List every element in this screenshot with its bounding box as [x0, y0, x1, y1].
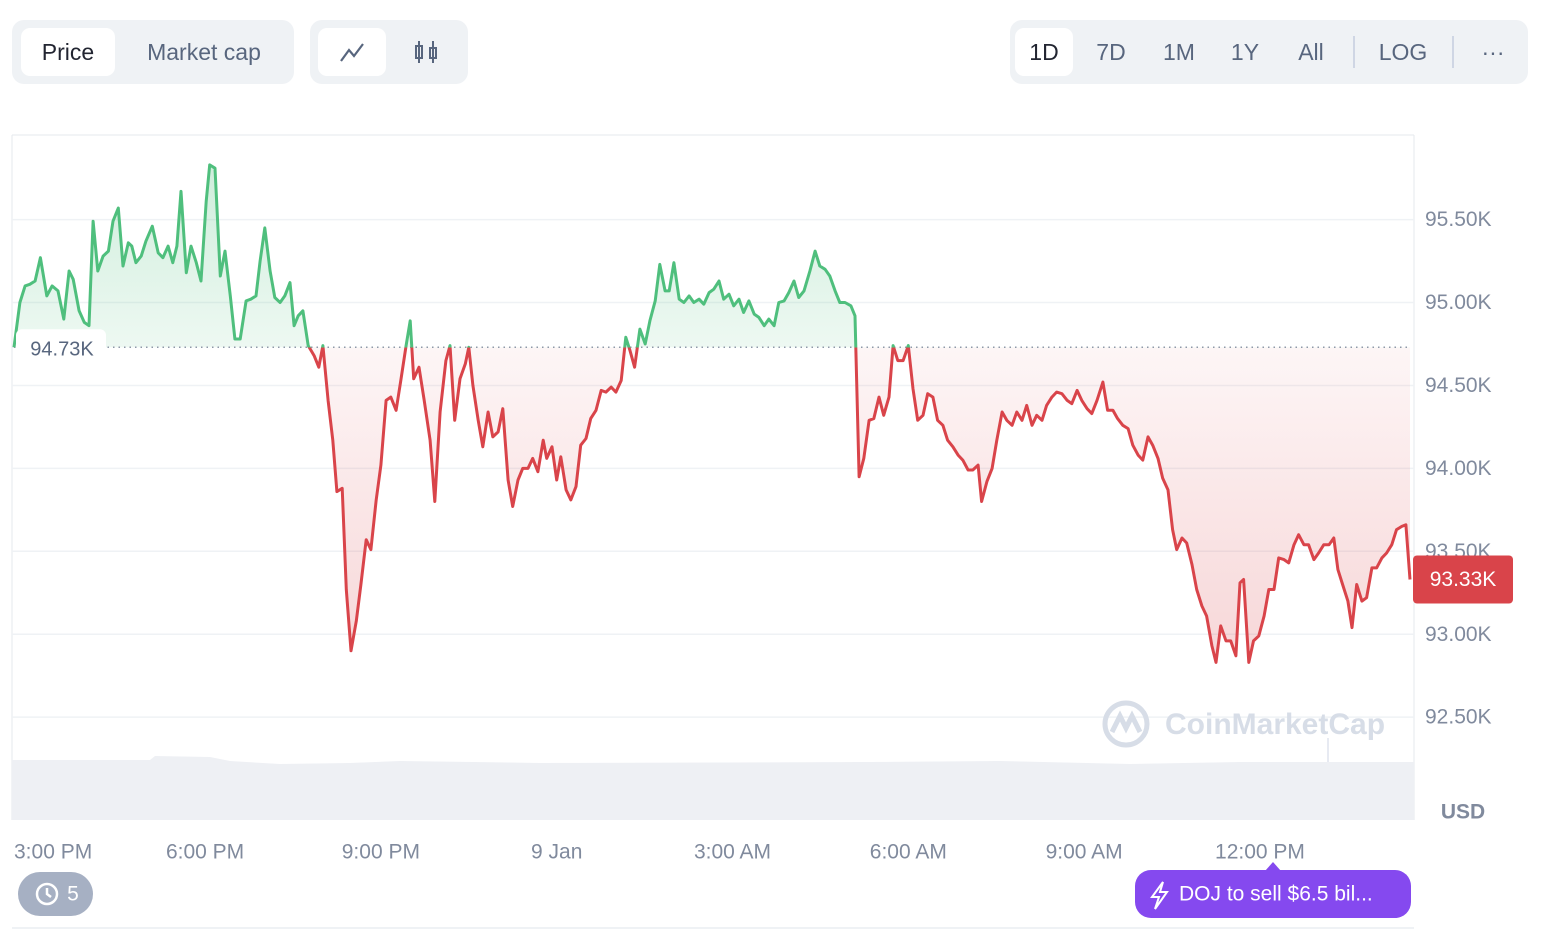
x-tick-label: 3:00 PM	[14, 841, 92, 864]
line-icon	[340, 43, 364, 62]
candle-icon	[415, 41, 437, 63]
x-tick-label: 9:00 PM	[342, 841, 420, 864]
news-pill[interactable]: DOJ to sell $6.5 bil...	[1135, 862, 1411, 918]
history-count: 5	[67, 883, 79, 906]
news-bg[interactable]	[1135, 870, 1411, 918]
history-bg[interactable]	[18, 872, 93, 916]
baseline-label-bg	[16, 329, 106, 366]
x-tick-label: 6:00 PM	[166, 841, 244, 864]
separator	[1353, 36, 1355, 68]
baseline-label: 94.73K	[30, 339, 94, 361]
chart-type-group	[310, 20, 468, 84]
line-icon-path	[340, 43, 364, 62]
news-text: DOJ to sell $6.5 bil...	[1179, 883, 1373, 906]
last-price-badge	[1413, 555, 1513, 604]
range-1d[interactable]: 1D	[1015, 28, 1073, 76]
history-icon-hand	[45, 888, 52, 898]
range-1m[interactable]: 1M	[1163, 39, 1195, 65]
price-line	[12, 163, 1412, 664]
last-price-label: 93.33K	[1430, 568, 1497, 591]
watermark-logo-m	[1109, 710, 1143, 734]
y-tick-label: 94.50K	[1425, 374, 1492, 397]
range-group: 1D 7D 1M 1Y All LOG ···	[1010, 20, 1528, 84]
range-all[interactable]: All	[1298, 39, 1324, 65]
range-1y[interactable]: 1Y	[1230, 39, 1260, 65]
news-icon	[1150, 881, 1169, 910]
y-tick-label: 95.50K	[1425, 208, 1492, 231]
x-tick-label: 6:00 AM	[870, 841, 947, 864]
watermark-text: CoinMarketCap	[1165, 708, 1385, 741]
currency-label: USD	[1441, 801, 1485, 824]
area-fill	[14, 164, 1410, 663]
y-tick-label: 95.00K	[1425, 291, 1492, 314]
frame	[11, 134, 1415, 820]
more-button[interactable]: ···	[1481, 39, 1505, 65]
tab-price[interactable]: Price	[21, 28, 115, 76]
x-tick-label: 3:00 AM	[694, 841, 771, 864]
x-tick-label: 9:00 AM	[1046, 841, 1123, 864]
watermark-logo	[1102, 700, 1150, 748]
history-icon	[35, 882, 59, 906]
separator	[1452, 36, 1454, 68]
volume-area	[12, 756, 1414, 820]
log-toggle[interactable]: LOG	[1378, 39, 1428, 65]
candle-chart-button[interactable]	[394, 28, 458, 76]
range-7d[interactable]: 7D	[1096, 39, 1126, 65]
x-tick-label: 9 Jan	[531, 841, 582, 864]
x-tick-label: 12:00 PM	[1215, 841, 1305, 864]
y-tick-label: 93.00K	[1425, 623, 1492, 646]
y-tick-label: 94.00K	[1425, 457, 1492, 480]
history-pill[interactable]: 5	[18, 872, 93, 916]
watermark: CoinMarketCap	[1102, 700, 1385, 748]
line-chart-button[interactable]	[318, 28, 386, 76]
tab-market-cap[interactable]: Market cap	[147, 39, 261, 65]
tab-group: Price Market cap	[12, 20, 294, 84]
news-pointer	[1265, 862, 1281, 871]
y-tick-label: 92.50K	[1425, 706, 1492, 729]
